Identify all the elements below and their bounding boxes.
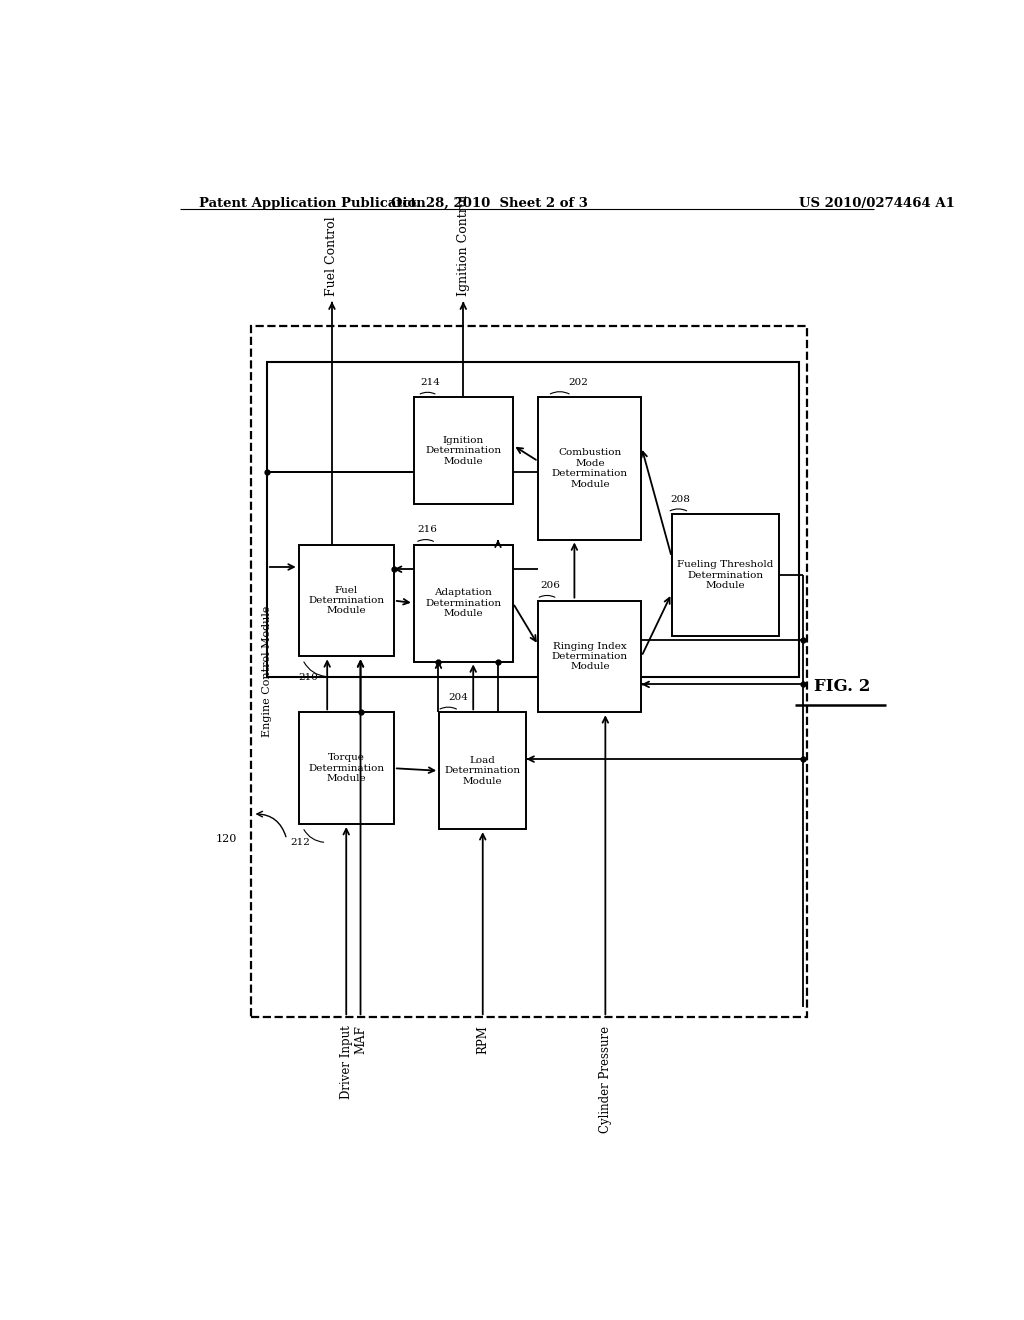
Text: Fueling Threshold
Determination
Module: Fueling Threshold Determination Module <box>677 560 773 590</box>
Text: 210: 210 <box>299 673 318 682</box>
Text: US 2010/0274464 A1: US 2010/0274464 A1 <box>799 197 954 210</box>
Bar <box>299 713 394 824</box>
Bar <box>414 545 513 661</box>
Bar <box>299 545 394 656</box>
Text: Load
Determination
Module: Load Determination Module <box>444 756 521 785</box>
Text: MAF: MAF <box>354 1026 367 1055</box>
Text: Fuel Control: Fuel Control <box>326 216 339 296</box>
Text: FIG. 2: FIG. 2 <box>814 678 870 696</box>
Text: Engine Control Module: Engine Control Module <box>262 606 272 738</box>
Bar <box>672 513 779 636</box>
Text: 214: 214 <box>420 378 440 387</box>
Text: 208: 208 <box>670 495 690 504</box>
Text: Ignition Control: Ignition Control <box>457 194 470 296</box>
Bar <box>539 397 641 540</box>
Text: Torque
Determination
Module: Torque Determination Module <box>308 754 384 783</box>
Text: 202: 202 <box>568 378 589 387</box>
Text: Fuel
Determination
Module: Fuel Determination Module <box>308 586 384 615</box>
Text: Cylinder Pressure: Cylinder Pressure <box>599 1026 612 1133</box>
Bar <box>539 601 641 713</box>
Text: Ringing Index
Determination
Module: Ringing Index Determination Module <box>552 642 628 672</box>
Text: Combustion
Mode
Determination
Module: Combustion Mode Determination Module <box>552 449 628 488</box>
Text: 206: 206 <box>540 581 560 590</box>
Text: Driver Input: Driver Input <box>340 1026 352 1100</box>
Text: Oct. 28, 2010  Sheet 2 of 3: Oct. 28, 2010 Sheet 2 of 3 <box>390 197 588 210</box>
Text: RPM: RPM <box>476 1026 489 1055</box>
Bar <box>439 713 526 829</box>
Text: 216: 216 <box>418 525 437 535</box>
Text: Ignition
Determination
Module: Ignition Determination Module <box>425 436 502 466</box>
Bar <box>414 397 513 504</box>
Text: Adaptation
Determination
Module: Adaptation Determination Module <box>425 589 502 618</box>
Text: Patent Application Publication: Patent Application Publication <box>200 197 426 210</box>
Text: 204: 204 <box>449 693 469 702</box>
Text: 120: 120 <box>215 834 237 845</box>
Text: 212: 212 <box>291 837 310 846</box>
